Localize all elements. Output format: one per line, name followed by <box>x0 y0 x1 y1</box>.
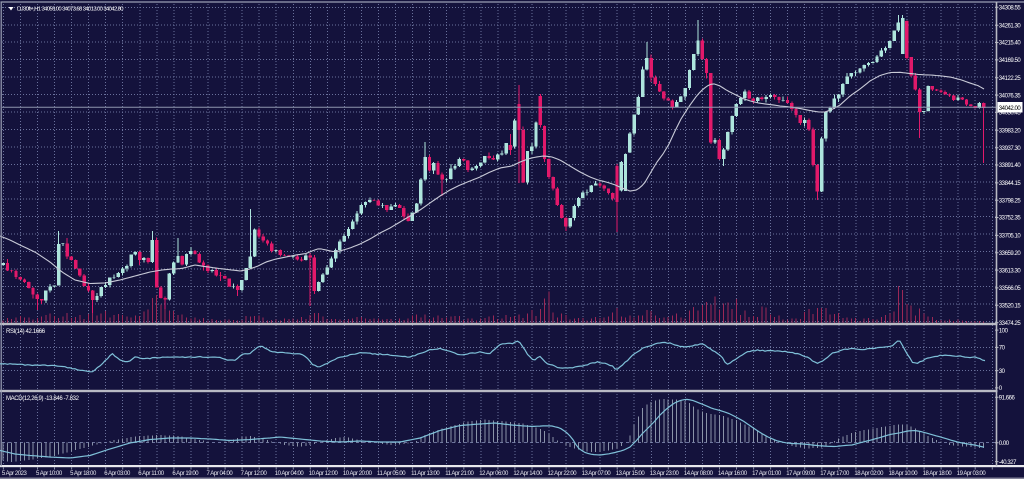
svg-text:10 Apr 12:00: 10 Apr 12:00 <box>309 471 339 477</box>
svg-text:19 Apr 03:00: 19 Apr 03:00 <box>957 471 987 477</box>
svg-text:MACD(12,26,9) -13.846 -7.832: MACD(12,26,9) -13.846 -7.832 <box>6 396 80 402</box>
svg-text:17 Apr 09:00: 17 Apr 09:00 <box>786 471 816 477</box>
svg-text:RSI(14) 42.1666: RSI(14) 42.1666 <box>6 329 46 335</box>
svg-text:34122.25: 34122.25 <box>999 76 1022 82</box>
svg-text:18 Apr 18:00: 18 Apr 18:00 <box>923 471 953 477</box>
svg-text:5 Apr 10:00: 5 Apr 10:00 <box>36 471 63 477</box>
svg-text:12 Apr 22:00: 12 Apr 22:00 <box>548 471 578 477</box>
svg-text:5 Apr 2023: 5 Apr 2023 <box>2 471 28 477</box>
svg-text:33520.15: 33520.15 <box>999 304 1022 310</box>
svg-text:14 Apr 16:00: 14 Apr 16:00 <box>718 471 748 477</box>
svg-text:33752.35: 33752.35 <box>999 216 1022 222</box>
svg-text:33983.20: 33983.20 <box>999 129 1022 135</box>
svg-text:18 Apr 02:00: 18 Apr 02:00 <box>854 471 884 477</box>
svg-text:33705.10: 33705.10 <box>999 234 1022 240</box>
svg-text:33937.30: 33937.30 <box>999 146 1022 152</box>
svg-text:34169.50: 34169.50 <box>999 58 1022 64</box>
svg-text:10 Apr 04:00: 10 Apr 04:00 <box>275 471 305 477</box>
svg-text:100: 100 <box>999 328 1009 334</box>
svg-text:7 Apr 12:00: 7 Apr 12:00 <box>241 471 268 477</box>
svg-text:6 Apr 11:00: 6 Apr 11:00 <box>138 471 164 477</box>
svg-text:17 Apr 17:00: 17 Apr 17:00 <box>820 471 850 477</box>
svg-text:34308.55: 34308.55 <box>999 6 1022 12</box>
svg-text:17 Apr 01:00: 17 Apr 01:00 <box>752 471 782 477</box>
svg-text:13 Apr 23:00: 13 Apr 23:00 <box>650 471 680 477</box>
svg-text:34215.40: 34215.40 <box>999 41 1022 47</box>
svg-text:5 Apr 18:00: 5 Apr 18:00 <box>70 471 97 477</box>
svg-text:33474.25: 33474.25 <box>999 321 1022 327</box>
svg-text:14 Apr 08:00: 14 Apr 08:00 <box>684 471 714 477</box>
svg-text:33659.20: 33659.20 <box>999 251 1022 257</box>
svg-text:33891.40: 33891.40 <box>999 163 1022 169</box>
svg-text:91.666: 91.666 <box>999 395 1016 401</box>
svg-text:34030.45: 34030.45 <box>999 111 1022 117</box>
svg-text:0: 0 <box>999 386 1003 392</box>
svg-text:7 Apr 04:00: 7 Apr 04:00 <box>207 471 234 477</box>
svg-text:0.00: 0.00 <box>999 441 1010 447</box>
svg-text:13 Apr 15:00: 13 Apr 15:00 <box>616 471 646 477</box>
svg-text:70: 70 <box>999 346 1006 352</box>
svg-text:33566.05: 33566.05 <box>999 286 1022 292</box>
svg-text:11 Apr 05:00: 11 Apr 05:00 <box>377 471 406 477</box>
svg-text:11 Apr 13:00: 11 Apr 13:00 <box>411 471 440 477</box>
svg-text:33844.15: 33844.15 <box>999 181 1022 187</box>
svg-text:30: 30 <box>999 369 1006 375</box>
svg-text:13 Apr 07:00: 13 Apr 07:00 <box>582 471 612 477</box>
svg-text:34076.35: 34076.35 <box>999 93 1022 99</box>
svg-text:12 Apr 14:00: 12 Apr 14:00 <box>513 471 543 477</box>
svg-text:34261.30: 34261.30 <box>999 23 1022 29</box>
svg-text:DJ30ft+,H1 34059.00 34073.68: DJ30ft+,H1 34059.00 34073.68 34013.00 34… <box>17 6 124 12</box>
svg-text:10 Apr 20:00: 10 Apr 20:00 <box>343 471 373 477</box>
svg-text:6 Apr 03:00: 6 Apr 03:00 <box>104 471 131 477</box>
svg-text:33613.30: 33613.30 <box>999 268 1022 274</box>
svg-text:34042.00: 34042.00 <box>999 106 1022 112</box>
svg-text:-40.327: -40.327 <box>999 460 1017 466</box>
svg-text:11 Apr 21:00: 11 Apr 21:00 <box>445 471 474 477</box>
svg-text:33798.25: 33798.25 <box>999 198 1022 204</box>
svg-text:12 Apr 06:00: 12 Apr 06:00 <box>479 471 509 477</box>
svg-text:6 Apr 19:00: 6 Apr 19:00 <box>172 471 199 477</box>
svg-text:18 Apr 10:00: 18 Apr 10:00 <box>889 471 919 477</box>
